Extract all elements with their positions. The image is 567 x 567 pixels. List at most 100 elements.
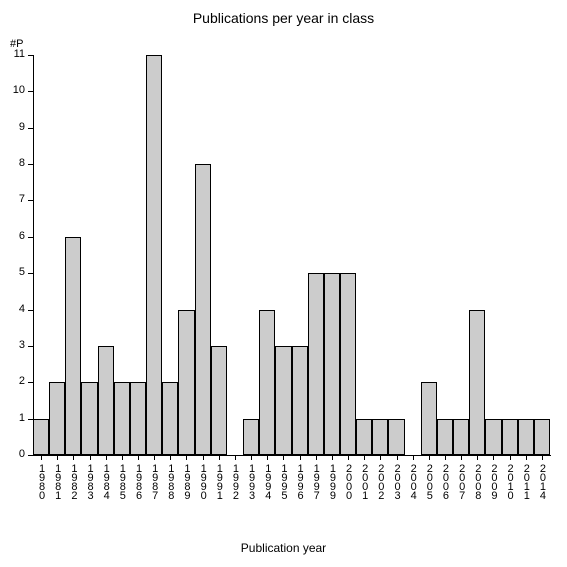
y-tick <box>28 200 33 201</box>
y-tick-label: 11 <box>0 48 25 60</box>
bar <box>275 346 291 455</box>
x-tick-label: 1988 <box>165 463 176 499</box>
x-tick-label: 1997 <box>311 463 322 499</box>
y-tick-label: 1 <box>0 412 25 424</box>
y-tick <box>28 55 33 56</box>
y-tick-label: 3 <box>0 339 25 351</box>
x-tick <box>154 455 155 460</box>
x-tick-label: 1996 <box>295 463 306 499</box>
bar <box>65 237 81 455</box>
x-tick-label: 1993 <box>246 463 257 499</box>
y-tick-label: 2 <box>0 375 25 387</box>
x-tick <box>510 455 511 460</box>
x-tick-label: 2003 <box>392 463 403 499</box>
x-tick-label: 2007 <box>456 463 467 499</box>
x-tick <box>122 455 123 460</box>
y-tick <box>28 237 33 238</box>
x-tick <box>542 455 543 460</box>
y-tick-label: 8 <box>0 157 25 169</box>
y-tick-label: 4 <box>0 303 25 315</box>
chart-title: Publications per year in class <box>0 10 567 26</box>
publications-bar-chart: Publications per year in class #P Public… <box>0 0 567 567</box>
bar <box>308 273 324 455</box>
bar <box>114 382 130 455</box>
bar <box>33 419 49 455</box>
bar <box>324 273 340 455</box>
x-tick <box>364 455 365 460</box>
x-tick-label: 1980 <box>36 463 47 499</box>
x-tick <box>413 455 414 460</box>
bar <box>453 419 469 455</box>
x-tick <box>300 455 301 460</box>
x-tick-label: 1984 <box>101 463 112 499</box>
x-tick-label: 1985 <box>117 463 128 499</box>
x-tick <box>316 455 317 460</box>
x-tick-label: 2010 <box>505 463 516 499</box>
bar <box>178 310 194 455</box>
bar <box>162 382 178 455</box>
x-tick <box>429 455 430 460</box>
x-tick-label: 1989 <box>181 463 192 499</box>
x-tick <box>219 455 220 460</box>
x-tick <box>461 455 462 460</box>
y-tick <box>28 128 33 129</box>
bar <box>195 164 211 455</box>
y-tick-label: 6 <box>0 230 25 242</box>
bar <box>259 310 275 455</box>
x-tick-label: 1983 <box>85 463 96 499</box>
x-tick <box>41 455 42 460</box>
x-tick <box>57 455 58 460</box>
x-tick <box>90 455 91 460</box>
bar <box>502 419 518 455</box>
x-tick <box>348 455 349 460</box>
y-tick-label: 0 <box>0 448 25 460</box>
bar <box>388 419 404 455</box>
bar <box>518 419 534 455</box>
x-tick-label: 2009 <box>488 463 499 499</box>
bar <box>243 419 259 455</box>
x-axis-title: Publication year <box>0 541 567 555</box>
x-tick <box>106 455 107 460</box>
x-tick <box>477 455 478 460</box>
x-tick <box>186 455 187 460</box>
y-tick <box>28 91 33 92</box>
x-tick <box>251 455 252 460</box>
x-tick-label: 1992 <box>230 463 241 499</box>
x-tick-label: 2001 <box>359 463 370 499</box>
x-tick-label: 2014 <box>537 463 548 499</box>
y-tick <box>28 310 33 311</box>
bar <box>469 310 485 455</box>
bar <box>146 55 162 455</box>
bar <box>292 346 308 455</box>
x-tick <box>332 455 333 460</box>
x-tick <box>235 455 236 460</box>
bar <box>340 273 356 455</box>
y-tick-label: 10 <box>0 84 25 96</box>
bar <box>437 419 453 455</box>
bar <box>98 346 114 455</box>
x-tick <box>138 455 139 460</box>
x-tick-label: 2006 <box>440 463 451 499</box>
bar <box>372 419 388 455</box>
y-tick <box>28 273 33 274</box>
x-tick <box>445 455 446 460</box>
bar <box>485 419 501 455</box>
x-tick <box>397 455 398 460</box>
bar <box>130 382 146 455</box>
x-tick-label: 1994 <box>262 463 273 499</box>
x-tick-label: 1995 <box>278 463 289 499</box>
x-tick-label: 1986 <box>133 463 144 499</box>
x-tick-label: 1990 <box>198 463 209 499</box>
bar <box>534 419 550 455</box>
y-tick-label: 5 <box>0 266 25 278</box>
x-tick-label: 2000 <box>343 463 354 499</box>
x-tick <box>203 455 204 460</box>
x-tick <box>283 455 284 460</box>
bar <box>356 419 372 455</box>
y-tick <box>28 382 33 383</box>
bar <box>211 346 227 455</box>
y-tick <box>28 346 33 347</box>
x-tick-label: 2005 <box>424 463 435 499</box>
x-tick-label: 1991 <box>214 463 225 499</box>
x-tick-label: 2011 <box>521 463 532 499</box>
